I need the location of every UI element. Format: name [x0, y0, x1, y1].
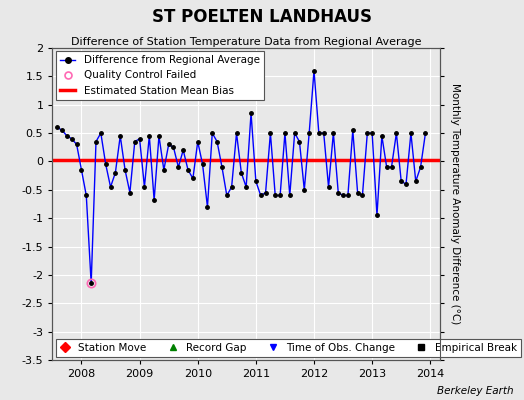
Y-axis label: Monthly Temperature Anomaly Difference (°C): Monthly Temperature Anomaly Difference (… [450, 83, 460, 325]
Legend: Station Move, Record Gap, Time of Obs. Change, Empirical Break: Station Move, Record Gap, Time of Obs. C… [56, 338, 521, 357]
Text: ST POELTEN LANDHAUS: ST POELTEN LANDHAUS [152, 8, 372, 26]
Title: Difference of Station Temperature Data from Regional Average: Difference of Station Temperature Data f… [71, 37, 421, 47]
Text: Berkeley Earth: Berkeley Earth [437, 386, 514, 396]
